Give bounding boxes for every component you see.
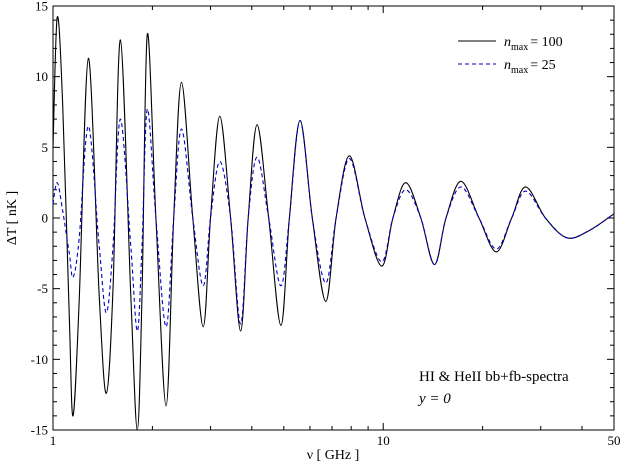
x-tick-label: 50 (608, 433, 621, 448)
y-tick-label: 0 (42, 211, 49, 226)
axis-ticks: 1 10 50 -15 -10 -5 0 5 10 15 (31, 0, 621, 448)
series-line-nmax-100 (52, 16, 615, 431)
annotation-y-zero: y = 0 (417, 391, 451, 407)
legend-label-nmax-25: nmax = 25 (504, 58, 556, 76)
y-tick-label: 15 (35, 0, 48, 14)
legend-label-nmax-100: nmax = 100 (504, 35, 563, 53)
y-axis-label: ΔT [ nK ] (5, 191, 20, 245)
y-tick-label: -5 (37, 281, 48, 296)
y-tick-label: 5 (42, 140, 49, 155)
series-line-nmax-25 (52, 108, 615, 332)
legend: nmax = 100 nmax = 25 (458, 35, 563, 76)
x-tick-label: 10 (377, 433, 390, 448)
y-tick-label: -15 (31, 423, 48, 438)
y-tick-label: 10 (35, 69, 48, 84)
x-tick-label: 1 (50, 433, 57, 448)
series-layer (52, 16, 615, 431)
annotation-spectra: HI & HeII bb+fb-spectra (419, 369, 569, 385)
y-tick-label: -10 (31, 352, 48, 367)
x-axis-label: ν [ GHz ] (307, 448, 360, 463)
